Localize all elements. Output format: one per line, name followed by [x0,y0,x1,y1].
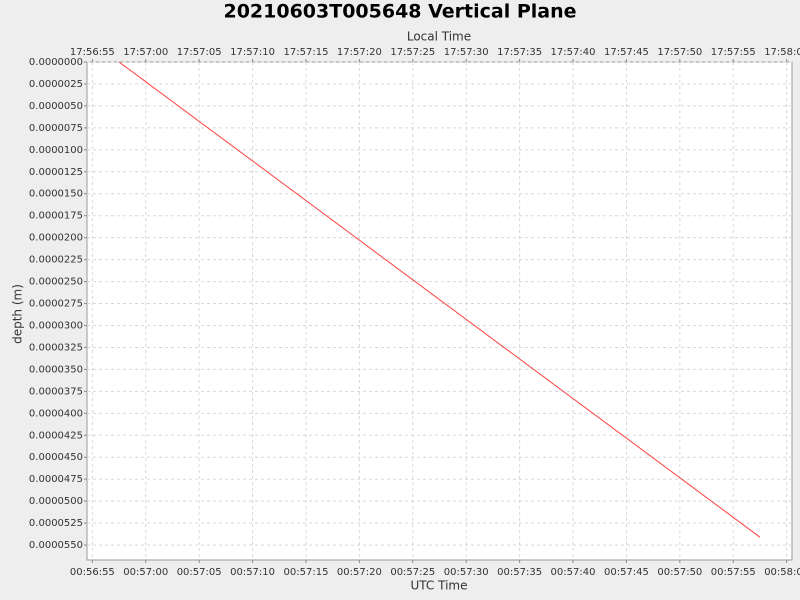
x2-tick-label: 17:57:10 [230,47,275,58]
x2-axis-label: Local Time [407,30,471,44]
y-tick-label: 0.0000050 [29,101,83,112]
x2-tick-label: 17:57:45 [604,47,649,58]
x-tick-label: 00:57:55 [711,567,756,578]
x-tick-label: 00:57:20 [337,567,382,578]
y-tick-label: 0.0000200 [29,233,83,244]
x2-tick-label: 17:57:15 [284,47,329,58]
x2-tick-label: 17:56:55 [70,47,115,58]
y-tick-label: 0.0000325 [29,342,83,353]
x-tick-label: 00:56:55 [70,567,115,578]
y-tick-label: 0.0000350 [29,364,83,375]
y-tick-label: 0.0000375 [29,386,83,397]
y-tick-label: 0.0000275 [29,299,83,310]
x-tick-label: 00:57:35 [497,567,542,578]
y-tick-label: 0.0000500 [29,496,83,507]
y-tick-label: 0.0000000 [29,57,83,68]
x-tick-label: 00:57:25 [390,567,435,578]
y-tick-label: 0.0000425 [29,430,83,441]
x2-tick-label: 17:57:50 [657,47,702,58]
y-tick-label: 0.0000400 [29,408,83,419]
data-line [118,61,761,538]
plot-area [86,61,793,561]
x2-tick-label: 17:57:55 [711,47,756,58]
chart-title: 20210603T005648 Vertical Plane [223,1,576,23]
y-tick-label: 0.0000025 [29,79,83,90]
y-tick-label: 0.0000150 [29,189,83,200]
y-tick-label: 0.0000175 [29,211,83,222]
x2-tick-label: 17:57:00 [123,47,168,58]
x-tick-label: 00:57:00 [123,567,168,578]
x2-tick-label: 17:57:30 [444,47,489,58]
y-tick-label: 0.0000125 [29,167,83,178]
y-tick-label: 0.0000525 [29,518,83,529]
x2-tick-label: 17:57:40 [551,47,596,58]
x2-tick-label: 17:57:25 [390,47,435,58]
x2-tick-label: 17:58:00 [764,47,800,58]
x-tick-label: 00:58:00 [764,567,800,578]
x2-tick-label: 17:57:35 [497,47,542,58]
x-tick-label: 00:57:15 [284,567,329,578]
y-axis-label: depth (m) [11,284,25,344]
x-tick-label: 00:57:40 [551,567,596,578]
x2-tick-label: 17:57:05 [177,47,222,58]
x-tick-label: 00:57:50 [657,567,702,578]
y-tick-label: 0.0000300 [29,320,83,331]
x-tick-label: 00:57:05 [177,567,222,578]
x-tick-label: 00:57:30 [444,567,489,578]
x-axis-label: UTC Time [411,579,468,593]
y-tick-label: 0.0000250 [29,277,83,288]
y-tick-label: 0.0000450 [29,452,83,463]
y-tick-label: 0.0000475 [29,474,83,485]
y-tick-label: 0.0000100 [29,145,83,156]
x2-tick-label: 17:57:20 [337,47,382,58]
y-tick-label: 0.0000550 [29,540,83,551]
x-tick-label: 00:57:10 [230,567,275,578]
y-tick-label: 0.0000075 [29,123,83,134]
y-tick-label: 0.0000225 [29,255,83,266]
x-tick-label: 00:57:45 [604,567,649,578]
